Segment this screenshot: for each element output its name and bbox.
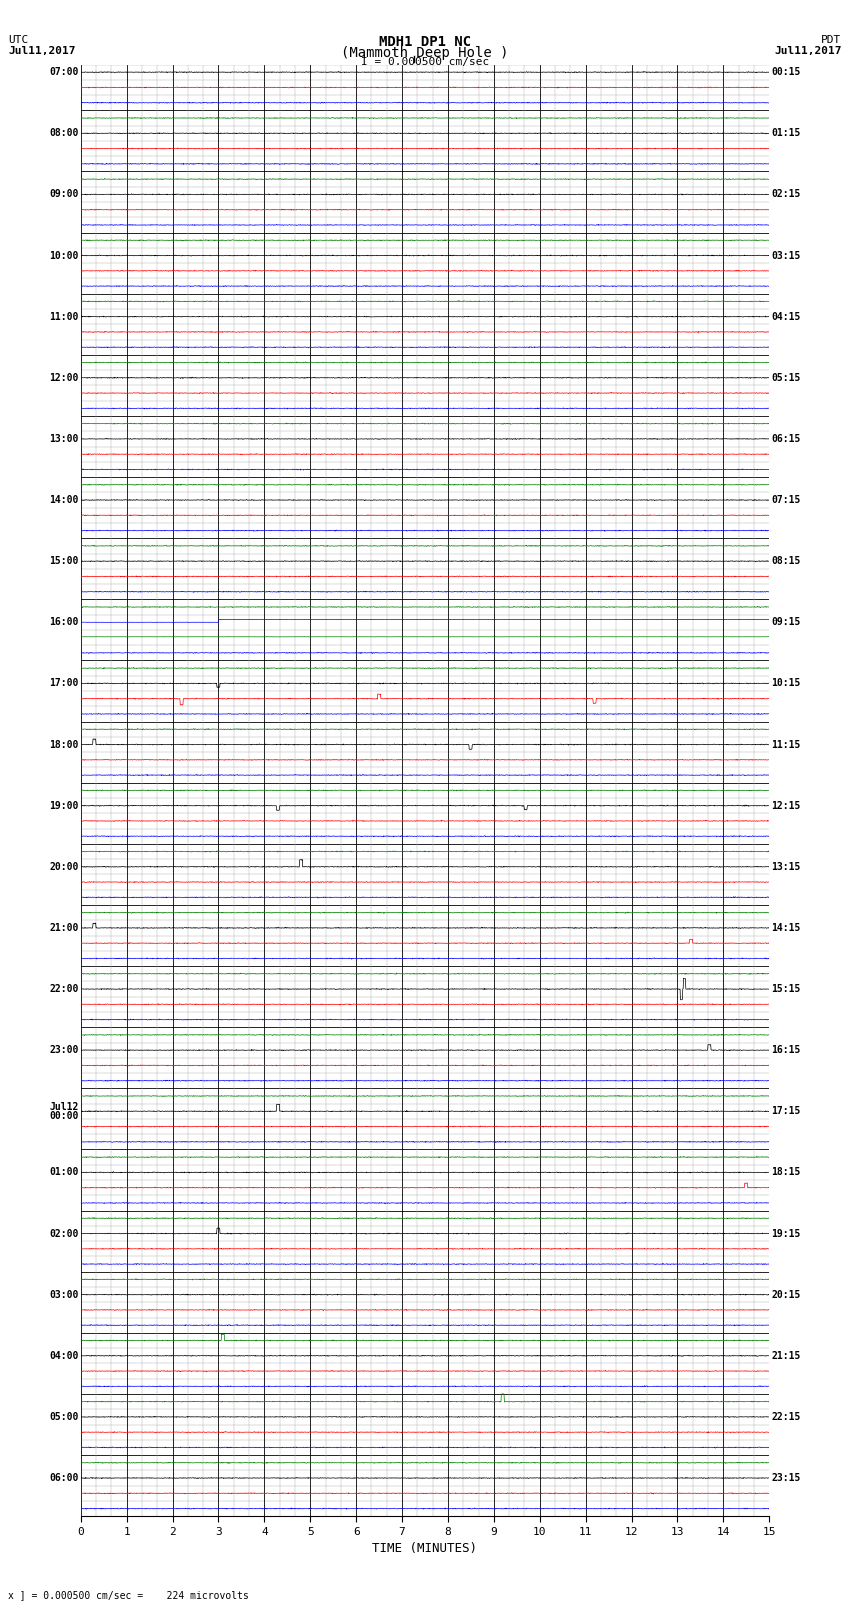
Text: 03:00: 03:00 bbox=[49, 1290, 79, 1300]
Text: 11:15: 11:15 bbox=[771, 739, 801, 750]
Text: 16:00: 16:00 bbox=[49, 618, 79, 627]
Text: 10:00: 10:00 bbox=[49, 250, 79, 261]
Text: 10:15: 10:15 bbox=[771, 679, 801, 689]
Text: Jul11,2017: Jul11,2017 bbox=[8, 45, 76, 56]
Text: 17:15: 17:15 bbox=[771, 1107, 801, 1116]
Text: 07:00: 07:00 bbox=[49, 68, 79, 77]
Text: I = 0.000500 cm/sec: I = 0.000500 cm/sec bbox=[361, 58, 489, 68]
Text: 23:00: 23:00 bbox=[49, 1045, 79, 1055]
Text: 21:15: 21:15 bbox=[771, 1350, 801, 1361]
Text: 02:00: 02:00 bbox=[49, 1229, 79, 1239]
Text: 06:00: 06:00 bbox=[49, 1473, 79, 1482]
Text: Jul11,2017: Jul11,2017 bbox=[774, 45, 842, 56]
Text: 02:15: 02:15 bbox=[771, 189, 801, 200]
Text: (Mammoth Deep Hole ): (Mammoth Deep Hole ) bbox=[341, 45, 509, 60]
Text: 22:15: 22:15 bbox=[771, 1411, 801, 1423]
Text: 13:15: 13:15 bbox=[771, 861, 801, 871]
Text: MDH1 DP1 NC: MDH1 DP1 NC bbox=[379, 35, 471, 48]
Text: 13:00: 13:00 bbox=[49, 434, 79, 444]
Text: 23:15: 23:15 bbox=[771, 1473, 801, 1482]
Text: 12:00: 12:00 bbox=[49, 373, 79, 382]
Text: x ] = 0.000500 cm/sec =    224 microvolts: x ] = 0.000500 cm/sec = 224 microvolts bbox=[8, 1590, 249, 1600]
Text: 20:00: 20:00 bbox=[49, 861, 79, 871]
Text: Jul12
00:00: Jul12 00:00 bbox=[49, 1102, 79, 1121]
Text: 14:15: 14:15 bbox=[771, 923, 801, 932]
Text: 16:15: 16:15 bbox=[771, 1045, 801, 1055]
Text: 22:00: 22:00 bbox=[49, 984, 79, 994]
Text: 18:15: 18:15 bbox=[771, 1168, 801, 1177]
Text: 08:00: 08:00 bbox=[49, 129, 79, 139]
Text: 09:00: 09:00 bbox=[49, 189, 79, 200]
X-axis label: TIME (MINUTES): TIME (MINUTES) bbox=[372, 1542, 478, 1555]
Text: 01:00: 01:00 bbox=[49, 1168, 79, 1177]
Text: 04:00: 04:00 bbox=[49, 1350, 79, 1361]
Text: 21:00: 21:00 bbox=[49, 923, 79, 932]
Text: 05:00: 05:00 bbox=[49, 1411, 79, 1423]
Text: 18:00: 18:00 bbox=[49, 739, 79, 750]
Text: 09:15: 09:15 bbox=[771, 618, 801, 627]
Text: PDT: PDT bbox=[821, 35, 842, 45]
Text: 08:15: 08:15 bbox=[771, 556, 801, 566]
Text: 19:15: 19:15 bbox=[771, 1229, 801, 1239]
Text: 05:15: 05:15 bbox=[771, 373, 801, 382]
Text: 04:15: 04:15 bbox=[771, 311, 801, 321]
Text: 03:15: 03:15 bbox=[771, 250, 801, 261]
Text: 07:15: 07:15 bbox=[771, 495, 801, 505]
Text: UTC: UTC bbox=[8, 35, 29, 45]
Text: 06:15: 06:15 bbox=[771, 434, 801, 444]
Text: 15:00: 15:00 bbox=[49, 556, 79, 566]
Text: 14:00: 14:00 bbox=[49, 495, 79, 505]
Text: 00:15: 00:15 bbox=[771, 68, 801, 77]
Text: 19:00: 19:00 bbox=[49, 800, 79, 811]
Text: 17:00: 17:00 bbox=[49, 679, 79, 689]
Text: 01:15: 01:15 bbox=[771, 129, 801, 139]
Text: 20:15: 20:15 bbox=[771, 1290, 801, 1300]
Text: 12:15: 12:15 bbox=[771, 800, 801, 811]
Text: 11:00: 11:00 bbox=[49, 311, 79, 321]
Text: 15:15: 15:15 bbox=[771, 984, 801, 994]
